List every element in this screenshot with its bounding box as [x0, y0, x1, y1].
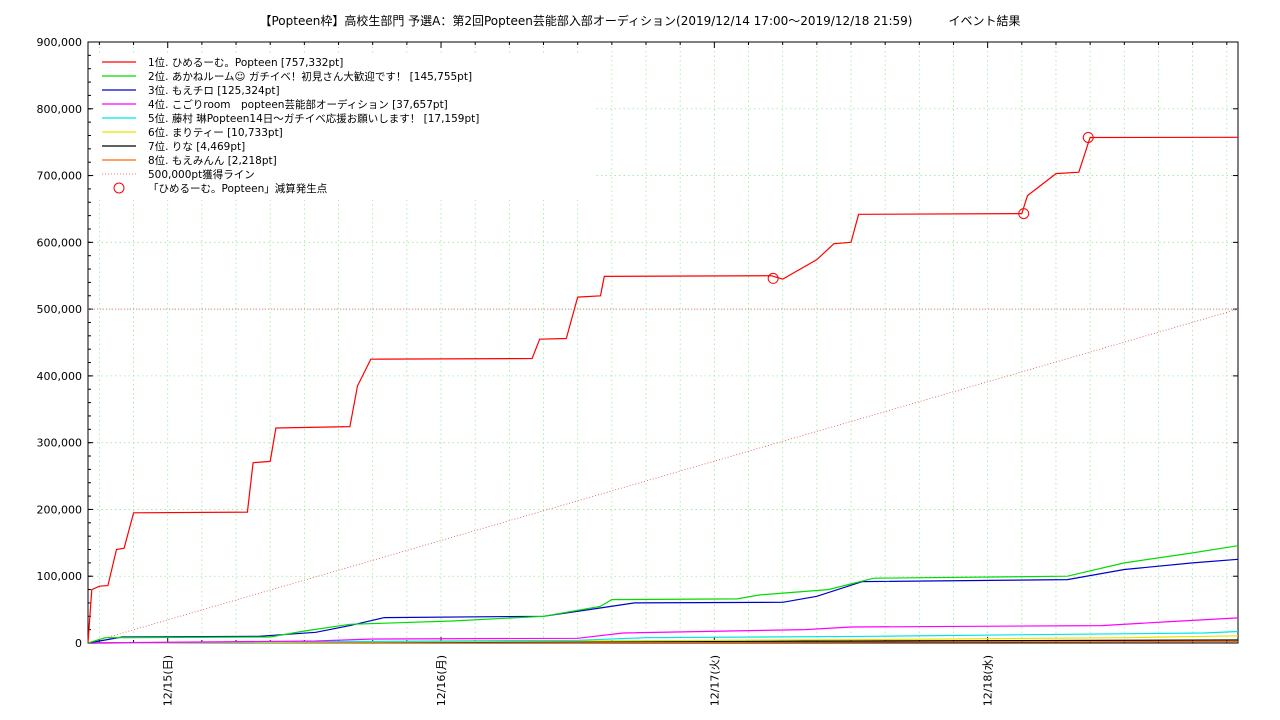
chart-title: 【Popteen枠】高校生部門 予選A：第2回Popteen芸能部入部オーディシ… — [259, 14, 1021, 28]
y-tick-label: 200,000 — [37, 503, 83, 516]
x-tick-label: 12/15(日) — [162, 655, 175, 706]
y-tick-label: 100,000 — [37, 570, 83, 583]
reference-line-diagonal — [87, 308, 1239, 644]
legend-label: 6位. まりティー [10,733pt] — [148, 126, 283, 139]
subtraction-marker — [1082, 131, 1094, 143]
legend-label: 1位. ひめるーむ。Popteen [757,332pt] — [148, 56, 343, 69]
series-line-4 — [87, 617, 1239, 644]
legend-label: 5位. 藤村 琳Popteen14日〜ガチイベ応援お願いします！ [17,159… — [148, 112, 479, 125]
legend-label: 3位. もえチロ [125,324pt] — [148, 84, 280, 97]
series-line-2 — [87, 545, 1239, 644]
x-tick-label: 12/16(月) — [435, 655, 448, 706]
series-line-3 — [87, 558, 1239, 644]
subtraction-marker — [767, 272, 779, 284]
y-tick-label: 0 — [75, 637, 82, 650]
x-tick-label: 12/17(火) — [708, 655, 721, 706]
y-tick-label: 700,000 — [37, 170, 83, 183]
legend-label: 7位. りな [4,469pt] — [148, 140, 245, 153]
legend-label: 8位. もえみんん [2,218pt] — [148, 154, 277, 167]
legend-label: 「ひめるーむ。Popteen」減算発生点 — [148, 182, 327, 195]
legend-background — [96, 54, 596, 200]
plot-frame — [87, 41, 1239, 644]
legend-label: 4位. こごりroom popteen芸能部オーディション [37,657pt] — [148, 98, 448, 111]
y-tick-label: 300,000 — [37, 437, 83, 450]
y-tick-label: 900,000 — [37, 36, 83, 49]
y-tick-label: 400,000 — [37, 370, 83, 383]
legend-swatch — [113, 182, 125, 194]
legend-label: 500,000pt獲得ライン — [148, 168, 255, 181]
y-tick-label: 800,000 — [37, 103, 83, 116]
subtraction-marker — [1018, 208, 1030, 220]
x-tick-label: 12/18(水) — [982, 655, 995, 706]
y-tick-label: 600,000 — [37, 236, 83, 249]
series-line-5 — [87, 630, 1239, 644]
legend-label: 2位. あかねルーム☺ ガチイベ！初見さん大歓迎です！ [145,755pt] — [148, 70, 472, 83]
y-tick-label: 500,000 — [37, 303, 83, 316]
series-line-1 — [87, 136, 1239, 644]
